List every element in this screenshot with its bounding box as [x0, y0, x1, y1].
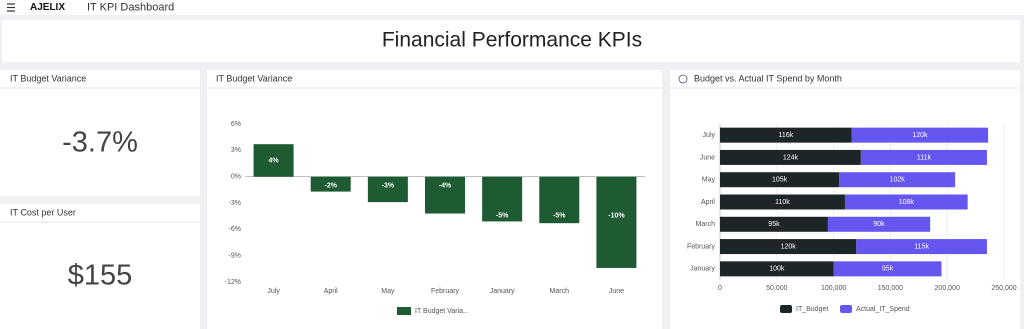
y-tick-label: June: [700, 154, 715, 161]
x-tick-label: May: [381, 288, 395, 295]
x-tick-label: January: [490, 288, 515, 295]
data-label: 110k: [775, 199, 790, 206]
bar-segment: [720, 239, 857, 255]
bar-segment: [720, 216, 828, 232]
kpi-card: [0, 70, 200, 196]
kpi-value: -3.7%: [62, 127, 138, 159]
data-label: 95k: [882, 266, 894, 273]
bar-segment: [827, 216, 931, 232]
legend-swatch: [840, 305, 852, 313]
x-tick-label: 50,000: [766, 285, 788, 292]
y-tick-label: April: [701, 199, 715, 206]
data-label: -3%: [382, 183, 395, 190]
legend-label: IT Budget Varia...: [415, 308, 469, 315]
menu-icon[interactable]: [7, 3, 15, 12]
y-tick-label: -3%: [229, 200, 241, 207]
kpi-title: IT Cost per User: [10, 207, 76, 217]
y-tick-label: 3%: [231, 147, 241, 154]
top-bar: [0, 0, 1024, 15]
bar-segment: [856, 239, 987, 255]
bar-segment: [851, 127, 989, 143]
legend-label: IT_Budget: [796, 306, 828, 313]
y-tick-label: 6%: [231, 121, 241, 128]
chart-title: IT Budget Variance: [216, 73, 292, 83]
logo: AJELIX: [30, 2, 65, 13]
data-label: 111k: [917, 154, 932, 161]
bar: [539, 176, 580, 224]
legend-swatch: [780, 305, 792, 313]
x-tick-label: June: [609, 288, 624, 295]
data-label: 95k: [768, 221, 780, 228]
y-tick-label: January: [690, 266, 715, 273]
bar-segment: [720, 194, 845, 210]
legend-label: Actual_IT_Spend: [856, 306, 910, 313]
y-tick-label: February: [687, 243, 716, 250]
y-tick-label: July: [703, 132, 716, 139]
bar: [596, 176, 637, 268]
bar-segment: [720, 149, 861, 165]
data-label: 102k: [890, 177, 906, 184]
bar-segment: [720, 261, 834, 277]
bar-segment: [844, 194, 968, 210]
info-icon[interactable]: [678, 74, 688, 84]
y-tick-label: -9%: [229, 253, 241, 260]
bar-segment: [839, 172, 956, 188]
legend-swatch: [397, 307, 411, 315]
x-tick-label: 100,000: [821, 285, 846, 292]
data-label: 115k: [914, 243, 929, 250]
data-label: 4%: [269, 158, 280, 165]
y-tick-label: May: [702, 177, 716, 184]
data-label: 100k: [769, 266, 785, 273]
x-tick-label: 0: [718, 285, 722, 292]
kpi-title: IT Budget Variance: [10, 73, 86, 83]
data-label: -5%: [496, 213, 509, 220]
data-label: -5%: [553, 213, 566, 220]
bar: [425, 176, 465, 214]
data-label: 108k: [899, 199, 915, 206]
y-tick-label: March: [696, 221, 716, 228]
bar: [310, 176, 351, 192]
app-title: IT KPI Dashboard: [87, 1, 174, 13]
x-tick-label: April: [324, 288, 338, 295]
data-label: -10%: [608, 213, 625, 220]
x-tick-label: 150,000: [878, 285, 903, 292]
x-tick-label: July: [267, 288, 280, 295]
bar: [253, 144, 294, 177]
x-tick-label: March: [550, 288, 570, 295]
data-label: -2%: [324, 183, 337, 190]
data-label: -4%: [439, 183, 452, 190]
chart-title: Budget vs. Actual IT Spend by Month: [694, 73, 842, 83]
data-label: 120k: [781, 243, 797, 250]
title-card: [2, 20, 1020, 62]
kpi-value: $155: [68, 260, 133, 292]
y-tick-label: 0%: [231, 174, 241, 181]
bar-segment: [833, 261, 942, 277]
page-title: Financial Performance KPIs: [382, 29, 642, 52]
data-label: 105k: [772, 177, 788, 184]
bar: [482, 176, 523, 222]
data-label: 120k: [912, 132, 928, 139]
y-tick-label: -6%: [229, 226, 241, 233]
bar-segment: [860, 149, 987, 165]
bar-segment: [720, 127, 852, 143]
kpi-card: [0, 204, 200, 329]
x-tick-label: 200,000: [935, 285, 960, 292]
data-label: 116k: [779, 132, 794, 139]
bar: [367, 176, 408, 203]
x-tick-label: February: [431, 288, 460, 295]
data-label: 90k: [873, 221, 885, 228]
data-label: 124k: [783, 154, 799, 161]
y-tick-label: -12%: [225, 279, 241, 286]
x-tick-label: 250,000: [991, 285, 1016, 292]
bar-segment: [720, 172, 840, 188]
